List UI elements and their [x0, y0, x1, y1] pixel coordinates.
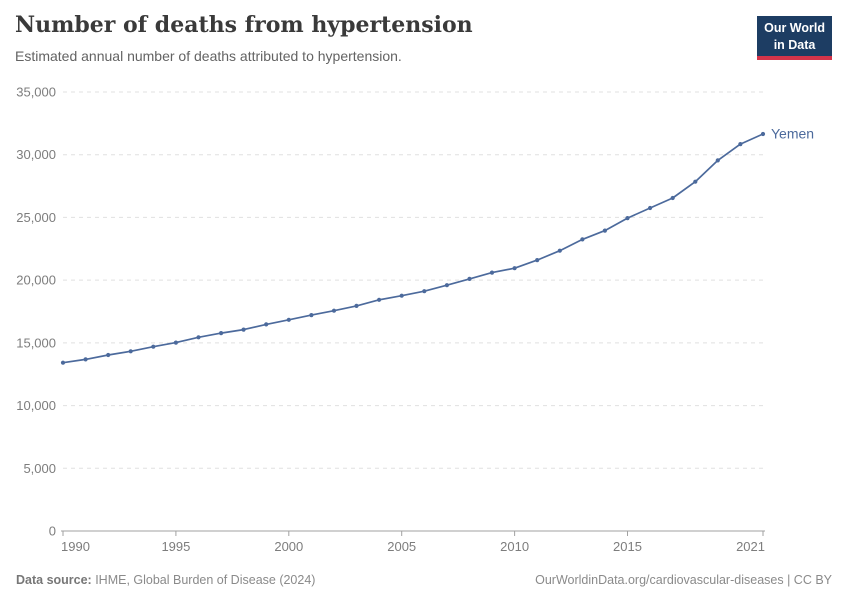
data-point[interactable]	[602, 228, 608, 233]
entity-label-yemen[interactable]: Yemen	[771, 126, 814, 142]
data-point[interactable]	[467, 276, 472, 281]
data-point[interactable]	[241, 327, 246, 332]
x-tick-label: 2015	[613, 539, 642, 554]
data-point[interactable]	[309, 313, 314, 318]
data-point[interactable]	[648, 205, 653, 211]
data-point[interactable]	[625, 216, 630, 221]
data-point[interactable]	[106, 352, 111, 358]
data-point[interactable]	[196, 335, 201, 340]
data-point[interactable]	[83, 357, 88, 362]
data-point[interactable]	[219, 331, 224, 336]
data-point[interactable]	[286, 317, 291, 322]
data-point[interactable]	[580, 237, 585, 242]
owid-logo-line2: in Data	[773, 37, 816, 52]
data-point[interactable]	[422, 289, 427, 294]
y-tick-label: 30,000	[16, 147, 56, 162]
data-point[interactable]	[354, 303, 359, 308]
data-point[interactable]	[377, 297, 382, 302]
footer-source-text: IHME, Global Burden of Disease (2024)	[91, 573, 316, 587]
x-tick-label: 1990	[61, 539, 90, 554]
data-point[interactable]	[60, 360, 66, 365]
x-tick-label: 2021	[736, 539, 765, 554]
data-point[interactable]	[738, 142, 743, 147]
data-point[interactable]	[444, 283, 449, 288]
data-point[interactable]	[760, 131, 766, 137]
x-tick-label: 2010	[500, 539, 529, 554]
data-point[interactable]	[489, 270, 495, 275]
data-point[interactable]	[331, 308, 337, 313]
chart-footer: Data source: IHME, Global Burden of Dise…	[16, 573, 832, 587]
data-point[interactable]	[670, 195, 675, 201]
owid-logo-line1: Our World	[764, 21, 825, 35]
series-line-yemen[interactable]	[62, 133, 764, 364]
chart-subtitle: Estimated annual number of deaths attrib…	[15, 48, 402, 64]
data-point[interactable]	[693, 179, 698, 184]
owid-logo[interactable]: Our World in Data	[757, 16, 832, 60]
page-title: Number of deaths from hypertension	[15, 12, 473, 38]
y-tick-label: 35,000	[16, 85, 56, 100]
data-point[interactable]	[715, 158, 720, 163]
footer-source-label: Data source:	[16, 573, 92, 587]
data-point[interactable]	[173, 340, 178, 345]
data-point[interactable]	[128, 349, 133, 354]
x-tick-label: 1995	[161, 539, 190, 554]
data-point[interactable]	[264, 322, 269, 327]
data-point[interactable]	[557, 248, 562, 253]
y-tick-label: 15,000	[16, 335, 56, 350]
x-tick-label: 2005	[387, 539, 416, 554]
data-point[interactable]	[512, 266, 517, 271]
y-tick-label: 20,000	[16, 273, 56, 288]
y-tick-label: 10,000	[16, 398, 56, 413]
x-tick-label: 2000	[274, 539, 303, 554]
y-tick-label: 5,000	[23, 461, 56, 476]
data-point[interactable]	[399, 293, 404, 298]
footer-credit-link[interactable]: OurWorldinData.org/cardiovascular-diseas…	[535, 573, 832, 587]
data-point[interactable]	[535, 258, 540, 263]
y-tick-label: 25,000	[16, 210, 56, 225]
data-point[interactable]	[151, 344, 156, 349]
footer-source: Data source: IHME, Global Burden of Dise…	[16, 573, 315, 587]
y-tick-label: 0	[49, 524, 56, 539]
